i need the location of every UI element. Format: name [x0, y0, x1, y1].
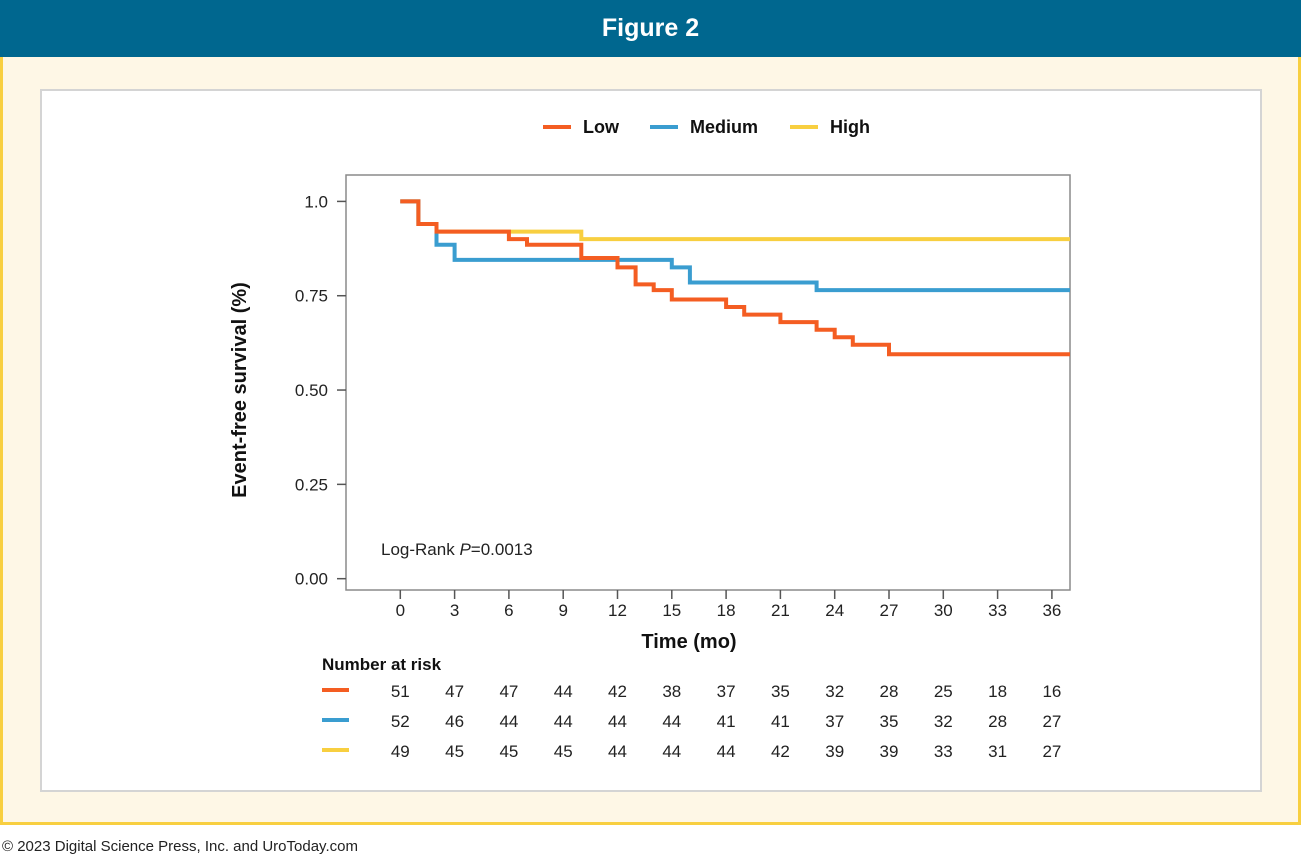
series-line-medium — [400, 199, 1070, 293]
x-tick-label: 3 — [450, 601, 459, 620]
series-line-low — [400, 199, 1070, 357]
x-tick-label: 12 — [608, 601, 627, 620]
risk-value: 44 — [662, 712, 681, 731]
legend-label-high: High — [830, 117, 870, 137]
risk-value: 27 — [1042, 742, 1061, 761]
risk-value: 32 — [825, 682, 844, 701]
risk-value: 39 — [825, 742, 844, 761]
x-tick-label: 9 — [558, 601, 567, 620]
risk-value: 44 — [499, 712, 518, 731]
risk-value: 41 — [771, 712, 790, 731]
risk-value: 45 — [445, 742, 464, 761]
risk-value: 46 — [445, 712, 464, 731]
x-tick-label: 6 — [504, 601, 513, 620]
risk-value: 44 — [554, 682, 573, 701]
risk-value: 44 — [662, 742, 681, 761]
risk-value: 25 — [934, 682, 953, 701]
risk-value: 51 — [391, 682, 410, 701]
risk-value: 35 — [880, 712, 899, 731]
figure-header: Figure 2 — [0, 0, 1301, 57]
x-axis: 0 3 6 9 12 15 18 21 24 27 30 33 36 — [396, 590, 1061, 620]
risk-table-title: Number at risk — [322, 655, 442, 674]
x-tick-label: 30 — [934, 601, 953, 620]
risk-value: 44 — [608, 742, 627, 761]
risk-value: 42 — [771, 742, 790, 761]
risk-value: 18 — [988, 682, 1007, 701]
figure-title: Figure 2 — [601, 14, 700, 42]
y-tick-label: 0.00 — [295, 570, 328, 589]
risk-value: 47 — [499, 682, 518, 701]
survival-curves — [400, 199, 1070, 357]
x-tick-label: 33 — [988, 601, 1007, 620]
risk-value: 16 — [1042, 682, 1061, 701]
x-tick-label: 24 — [825, 601, 844, 620]
risk-value: 31 — [988, 742, 1007, 761]
legend-label-low: Low — [583, 117, 620, 137]
x-axis-label: Time (mo) — [641, 631, 736, 653]
y-tick-label: 0.75 — [295, 287, 328, 306]
legend-label-medium: Medium — [690, 117, 758, 137]
risk-value: 49 — [391, 742, 410, 761]
y-tick-label: 1.0 — [304, 192, 328, 211]
risk-value: 44 — [717, 742, 736, 761]
risk-table: 51 47 47 44 42 38 37 35 32 28 25 18 16 52 46 44 44 44 44 41… — [322, 682, 1061, 761]
risk-value: 28 — [988, 712, 1007, 731]
risk-value: 45 — [499, 742, 518, 761]
risk-value: 45 — [554, 742, 573, 761]
risk-value: 44 — [554, 712, 573, 731]
y-tick-label: 0.25 — [295, 475, 328, 494]
risk-value: 38 — [662, 682, 681, 701]
risk-value: 41 — [717, 712, 736, 731]
x-tick-label: 0 — [396, 601, 405, 620]
risk-value: 37 — [717, 682, 736, 701]
risk-value: 47 — [445, 682, 464, 701]
risk-value: 42 — [608, 682, 627, 701]
risk-value: 37 — [825, 712, 844, 731]
x-tick-label: 18 — [717, 601, 736, 620]
y-axis-label: Event-free survival (%) — [229, 282, 251, 498]
y-tick-label: 0.50 — [295, 381, 328, 400]
x-tick-label: 27 — [880, 601, 899, 620]
x-tick-label: 36 — [1042, 601, 1061, 620]
risk-value: 35 — [771, 682, 790, 701]
risk-value: 39 — [880, 742, 899, 761]
risk-value: 52 — [391, 712, 410, 731]
risk-value: 27 — [1042, 712, 1061, 731]
x-tick-label: 15 — [662, 601, 681, 620]
chart-panel — [40, 89, 1262, 792]
copyright-footer: © 2023 Digital Science Press, Inc. and U… — [2, 838, 358, 855]
x-tick-label: 21 — [771, 601, 790, 620]
legend: Low Medium High — [543, 117, 870, 137]
risk-value: 44 — [608, 712, 627, 731]
risk-value: 32 — [934, 712, 953, 731]
plot-area — [345, 174, 1071, 591]
risk-value: 33 — [934, 742, 953, 761]
y-axis: 0.00 0.25 0.50 0.75 1.0 — [295, 192, 346, 589]
log-rank-annotation: Log-Rank P=0.0013 — [381, 540, 533, 559]
risk-value: 28 — [880, 682, 899, 701]
